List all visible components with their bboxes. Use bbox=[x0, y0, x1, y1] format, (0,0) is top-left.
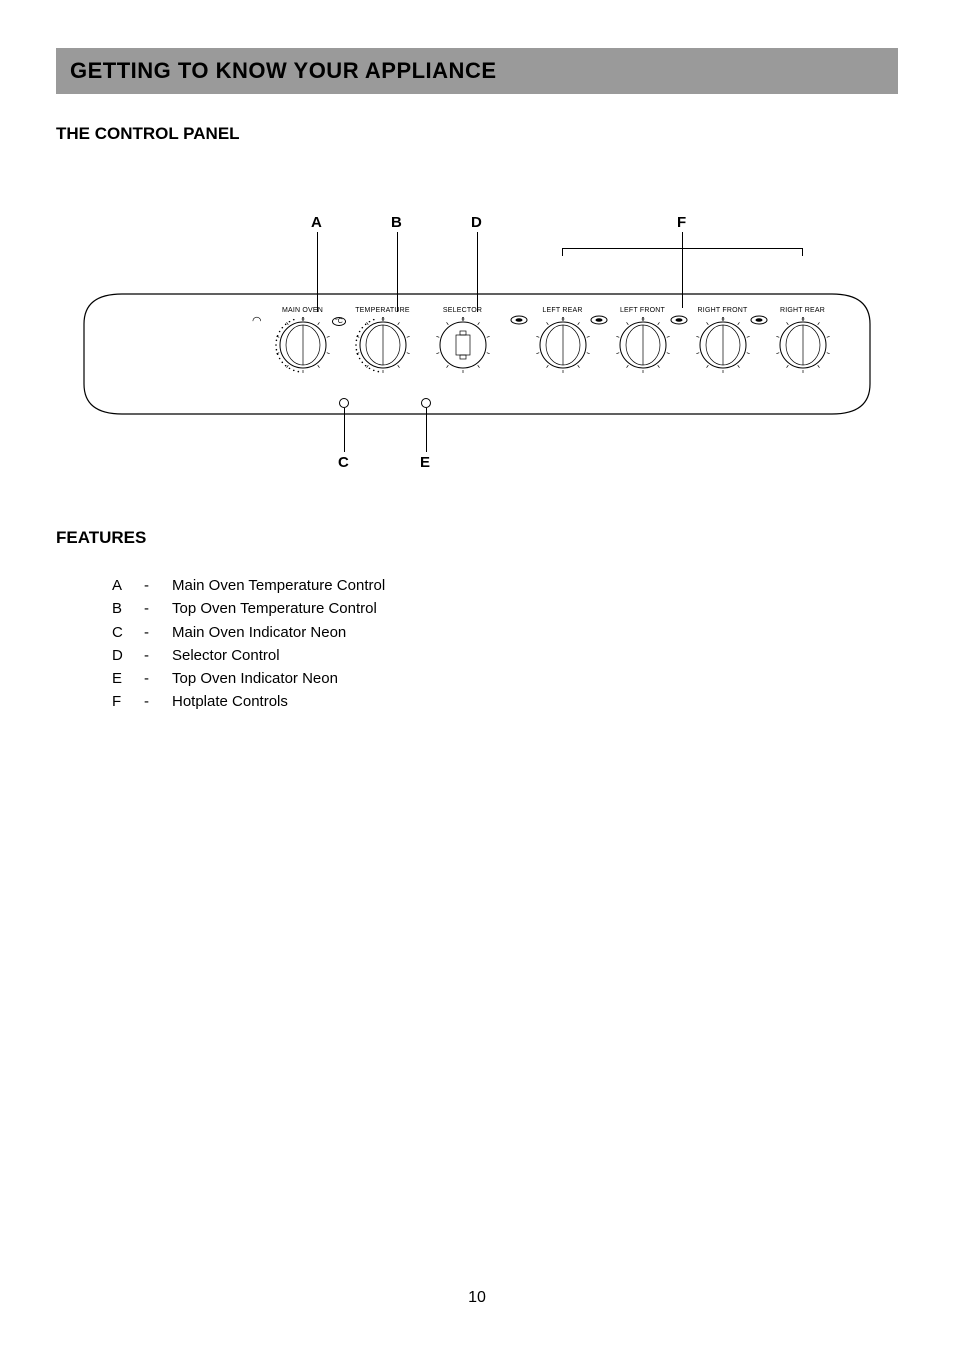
feature-separator: - bbox=[144, 597, 172, 620]
callout-line bbox=[682, 248, 683, 308]
callout-label-d: D bbox=[471, 214, 482, 231]
feature-key: C bbox=[112, 621, 144, 644]
callout-label-b: B bbox=[391, 214, 402, 231]
hotplate-icon bbox=[670, 315, 688, 328]
control-label: RIGHT REAR bbox=[765, 307, 840, 314]
callout-line bbox=[802, 248, 803, 256]
svg-text:0: 0 bbox=[301, 317, 304, 323]
control-selector: SELECTOR 0 bbox=[425, 307, 500, 379]
callout-line bbox=[477, 232, 478, 312]
svg-text:0: 0 bbox=[721, 317, 724, 323]
svg-text:0: 0 bbox=[801, 317, 804, 323]
control-label: LEFT REAR bbox=[525, 307, 600, 314]
feature-item: A-Main Oven Temperature Control bbox=[112, 574, 898, 597]
section-header: GETTING TO KNOW YOUR APPLIANCE bbox=[56, 48, 898, 94]
control-main-oven: MAIN OVEN 0 bbox=[265, 307, 340, 379]
section-title: GETTING TO KNOW YOUR APPLIANCE bbox=[70, 58, 884, 84]
indicator-neon-e bbox=[421, 398, 431, 408]
callout-line bbox=[682, 232, 683, 248]
feature-item: D-Selector Control bbox=[112, 644, 898, 667]
callout-label-f: F bbox=[677, 214, 686, 231]
control-label: RIGHT FRONT bbox=[685, 307, 760, 314]
callout-line bbox=[562, 248, 563, 256]
feature-item: E-Top Oven Indicator Neon bbox=[112, 667, 898, 690]
callout-line bbox=[344, 408, 345, 452]
control-temperature: TEMPERATURE 0 bbox=[345, 307, 420, 379]
control-left-rear: LEFT REAR 0 bbox=[525, 307, 600, 379]
svg-text:0: 0 bbox=[641, 317, 644, 323]
feature-separator: - bbox=[144, 621, 172, 644]
feature-desc: Main Oven Indicator Neon bbox=[172, 621, 346, 644]
feature-key: B bbox=[112, 597, 144, 620]
main-oven-icon: ◠ bbox=[252, 314, 262, 327]
feature-key: A bbox=[112, 574, 144, 597]
feature-item: C-Main Oven Indicator Neon bbox=[112, 621, 898, 644]
control-label: LEFT FRONT bbox=[605, 307, 680, 314]
control-label: MAIN OVEN bbox=[265, 307, 340, 314]
feature-separator: - bbox=[144, 667, 172, 690]
feature-desc: Main Oven Temperature Control bbox=[172, 574, 385, 597]
indicator-neon-c bbox=[339, 398, 349, 408]
feature-separator: - bbox=[144, 574, 172, 597]
feature-key: D bbox=[112, 644, 144, 667]
page-number: 10 bbox=[0, 1289, 954, 1307]
temperature-icon: °C bbox=[332, 314, 346, 326]
feature-desc: Top Oven Temperature Control bbox=[172, 597, 377, 620]
callout-label-c: C bbox=[338, 454, 349, 471]
callout-line bbox=[317, 232, 318, 312]
callout-line bbox=[397, 232, 398, 312]
callout-label-e: E bbox=[420, 454, 430, 471]
feature-key: F bbox=[112, 690, 144, 713]
svg-text:0: 0 bbox=[381, 317, 384, 323]
hotplate-icon bbox=[750, 315, 768, 328]
feature-separator: - bbox=[144, 644, 172, 667]
feature-desc: Selector Control bbox=[172, 644, 280, 667]
hotplate-icon bbox=[510, 315, 528, 328]
svg-text:0: 0 bbox=[561, 317, 564, 323]
control-label: TEMPERATURE bbox=[345, 307, 420, 314]
feature-desc: Top Oven Indicator Neon bbox=[172, 667, 338, 690]
features-list: A-Main Oven Temperature ControlB-Top Ove… bbox=[56, 574, 898, 714]
feature-key: E bbox=[112, 667, 144, 690]
control-right-front: RIGHT FRONT 0 bbox=[685, 307, 760, 379]
feature-separator: - bbox=[144, 690, 172, 713]
callout-label-a: A bbox=[311, 214, 322, 231]
feature-item: B-Top Oven Temperature Control bbox=[112, 597, 898, 620]
hotplate-icon bbox=[590, 315, 608, 328]
control-left-front: LEFT FRONT 0 bbox=[605, 307, 680, 379]
callout-line bbox=[426, 408, 427, 452]
feature-desc: Hotplate Controls bbox=[172, 690, 288, 713]
control-panel-diagram: MAIN OVEN 0 ◠TEMPERATURE 0 °CSELECTOR 0 … bbox=[56, 214, 898, 482]
feature-item: F-Hotplate Controls bbox=[112, 690, 898, 713]
svg-text:0: 0 bbox=[461, 317, 464, 323]
control-label: SELECTOR bbox=[425, 307, 500, 314]
features-heading: FEATURES bbox=[56, 528, 898, 548]
subheading: THE CONTROL PANEL bbox=[56, 124, 898, 144]
control-right-rear: RIGHT REAR 0 bbox=[765, 307, 840, 379]
